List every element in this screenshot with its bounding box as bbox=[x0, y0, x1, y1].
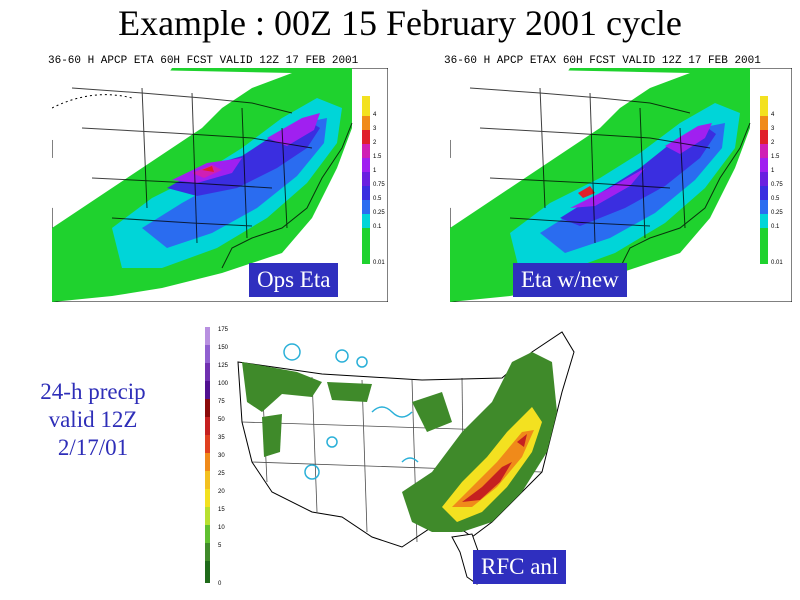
slide-title: Example : 00Z 15 February 2001 cycle bbox=[118, 3, 682, 43]
legend-label: 15 bbox=[218, 507, 225, 513]
ops-eta-legend: 4 3 2 1.5 1 0.75 0.5 0.25 0.1 0.01 bbox=[362, 96, 385, 266]
legend-label: 0.75 bbox=[373, 182, 385, 188]
legend-label: 0.01 bbox=[771, 260, 783, 266]
legend-label: 5 bbox=[218, 543, 222, 549]
legend-label: 20 bbox=[218, 489, 225, 495]
side-note-line: valid 12Z bbox=[48, 407, 138, 432]
side-note-line: 2/17/01 bbox=[57, 435, 129, 460]
legend-label: 0.25 bbox=[771, 210, 783, 216]
legend-label: 35 bbox=[218, 435, 225, 441]
legend-label: 30 bbox=[218, 453, 225, 459]
legend-label: 3 bbox=[373, 126, 377, 132]
eta-new-label: Eta w/new bbox=[513, 263, 627, 297]
eta-new-header: 36-60 H APCP ETAX 60H FCST VALID 12Z 17 … bbox=[444, 55, 761, 67]
ops-eta-map: 4 3 2 1.5 1 0.75 0.5 0.25 0.1 0.01 bbox=[52, 68, 388, 302]
legend-label: 1.5 bbox=[771, 154, 780, 160]
eta-new-legend: 4 3 2 1.5 1 0.75 0.5 0.25 0.1 0.01 bbox=[760, 96, 783, 266]
precip-red-core bbox=[202, 166, 214, 172]
legend-label: 125 bbox=[218, 363, 229, 369]
rfc-legend: 175 150 125 100 75 50 35 30 25 20 15 10 … bbox=[205, 327, 229, 587]
legend-label: 0 bbox=[218, 581, 222, 587]
side-note: 24-h precip valid 12Z 2/17/01 bbox=[18, 378, 168, 462]
legend-label: 2 bbox=[373, 140, 377, 146]
rfc-orange-area bbox=[452, 430, 534, 507]
rfc-anl-label: RFC anl bbox=[473, 550, 567, 584]
legend-label: 0.5 bbox=[771, 196, 780, 202]
ops-eta-header: 36-60 H APCP ETA 60H FCST VALID 12Z 17 F… bbox=[48, 55, 359, 67]
legend-label: 150 bbox=[218, 345, 229, 351]
legend-label: 10 bbox=[218, 525, 225, 531]
legend-label: 100 bbox=[218, 381, 229, 387]
legend-label: 75 bbox=[218, 399, 225, 405]
rfc-green-east bbox=[402, 352, 557, 532]
legend-label: 4 bbox=[771, 112, 775, 118]
legend-label: 4 bbox=[373, 112, 377, 118]
legend-label: 1 bbox=[373, 168, 377, 174]
rfc-red-area bbox=[462, 462, 512, 502]
rfc-anl-map: 175 150 125 100 75 50 35 30 25 20 15 10 … bbox=[202, 322, 586, 592]
legend-label: 50 bbox=[218, 417, 225, 423]
side-note-line: 24-h precip bbox=[40, 379, 146, 404]
legend-label: 2 bbox=[771, 140, 775, 146]
legend-label: 0.5 bbox=[373, 196, 382, 202]
ops-eta-label: Ops Eta bbox=[249, 263, 339, 297]
legend-label: 0.1 bbox=[771, 224, 780, 230]
legend-label: 25 bbox=[218, 471, 225, 477]
legend-label: 175 bbox=[218, 327, 229, 333]
legend-label: 0.75 bbox=[771, 182, 783, 188]
legend-label: 0.01 bbox=[373, 260, 385, 266]
legend-label: 1.5 bbox=[373, 154, 382, 160]
legend-label: 0.25 bbox=[373, 210, 385, 216]
legend-label: 0.1 bbox=[373, 224, 382, 230]
eta-new-map: 4 3 2 1.5 1 0.75 0.5 0.25 0.1 0.01 bbox=[450, 68, 792, 302]
legend-label: 1 bbox=[771, 168, 775, 174]
legend-label: 3 bbox=[771, 126, 775, 132]
